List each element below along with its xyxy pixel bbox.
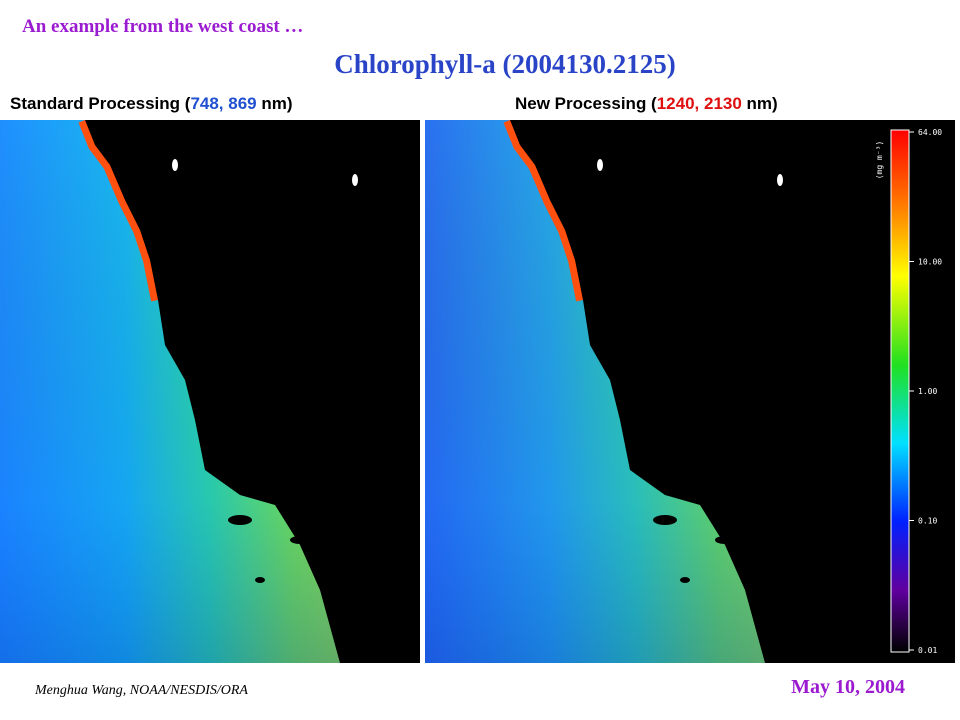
date: May 10, 2004 [791, 676, 905, 698]
colorbar-unit: (mg m⁻³) [875, 141, 884, 180]
label-part: nm) [742, 94, 778, 113]
colorbar-tick-label: 64.00 [918, 128, 942, 137]
colorbar [890, 129, 910, 653]
author: Menghua Wang, NOAA/NESDIS/ORA [34, 683, 248, 698]
label-part: nm) [257, 94, 293, 113]
label-part: New Processing ( [515, 94, 657, 113]
panel-label: New Processing (1240, 2130 nm) [515, 94, 778, 113]
intro: An example from the west coast … [22, 16, 303, 37]
colorbar-tick-label: 0.01 [918, 646, 937, 655]
panel-label: Standard Processing (748, 869 nm) [10, 94, 293, 113]
colorbar-tick-label: 10.00 [918, 258, 942, 267]
image-standard [0, 120, 420, 663]
colorbar-tick-label: 1.00 [918, 387, 937, 396]
title: Chlorophyll-a (2004130.2125) [334, 49, 676, 79]
label-wavelengths: 1240, 2130 [657, 94, 742, 113]
label-wavelengths: 748, 869 [190, 94, 256, 113]
colorbar-ticks: 64.00 10.00 1.00 0.10 0.01 [909, 128, 942, 655]
image-new: (mg m⁻³) 64.00 10.00 1.00 0.10 0.01 [425, 120, 955, 663]
label-part: Standard Processing ( [10, 94, 191, 113]
colorbar-tick-label: 0.10 [918, 517, 937, 526]
